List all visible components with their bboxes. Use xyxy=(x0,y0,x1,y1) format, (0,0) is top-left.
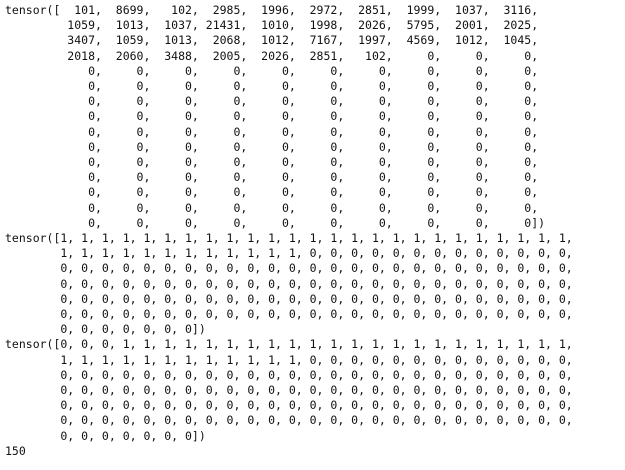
output-line: 0, 0, 0, 0, 0, 0, 0, 0, 0, 0, 0, 0, 0, 0… xyxy=(5,291,573,306)
output-line: 2018, 2060, 3488, 2005, 2026, 2851, 102,… xyxy=(5,48,539,63)
output-line: 0, 0, 0, 0, 0, 0, 0, 0, 0, 0, 0, 0, 0, 0… xyxy=(5,413,573,428)
output-line: tensor([1, 1, 1, 1, 1, 1, 1, 1, 1, 1, 1,… xyxy=(5,231,573,246)
output-line: 0, 0, 0, 0, 0, 0, 0, 0, 0, 0, xyxy=(5,139,539,154)
output-line: 0, 0, 0, 0, 0, 0, 0, 0, 0, 0, 0, 0, 0, 0… xyxy=(5,307,573,322)
output-line: 0, 0, 0, 0, 0, 0, 0, 0, 0, 0, xyxy=(5,124,539,139)
output-line: 0, 0, 0, 0, 0, 0, 0, 0, 0, 0, 0, 0, 0, 0… xyxy=(5,276,573,291)
output-line: 0, 0, 0, 0, 0, 0, 0]) xyxy=(5,322,206,337)
output-line: 0, 0, 0, 0, 0, 0, 0, 0, 0, 0, 0, 0, 0, 0… xyxy=(5,261,573,276)
output-line: 1059, 1013, 1037, 21431, 1010, 1998, 202… xyxy=(5,18,539,33)
output-line: 0, 0, 0, 0, 0, 0, 0, 0, 0, 0, 0, 0, 0, 0… xyxy=(5,398,573,413)
output-line: 1, 1, 1, 1, 1, 1, 1, 1, 1, 1, 1, 1, 0, 0… xyxy=(5,246,573,261)
output-line: 0, 0, 0, 0, 0, 0, 0, 0, 0, 0, xyxy=(5,200,539,215)
output-line: 0, 0, 0, 0, 0, 0, 0, 0, 0, 0, xyxy=(5,79,539,94)
output-line: 0, 0, 0, 0, 0, 0, 0]) xyxy=(5,428,206,443)
output-line: 0, 0, 0, 0, 0, 0, 0, 0, 0, 0, xyxy=(5,170,539,185)
output-line: 0, 0, 0, 0, 0, 0, 0, 0, 0, 0, xyxy=(5,94,539,109)
output-line: tensor([0, 0, 0, 1, 1, 1, 1, 1, 1, 1, 1,… xyxy=(5,337,573,352)
output-line: 0, 0, 0, 0, 0, 0, 0, 0, 0, 0, xyxy=(5,109,539,124)
console-output: tensor([ 101, 8699, 102, 2985, 1996, 297… xyxy=(5,3,573,458)
output-line: 3407, 1059, 1013, 2068, 1012, 7167, 1997… xyxy=(5,33,539,48)
output-line: 0, 0, 0, 0, 0, 0, 0, 0, 0, 0, xyxy=(5,185,539,200)
output-line: 0, 0, 0, 0, 0, 0, 0, 0, 0, 0, xyxy=(5,63,539,78)
output-line: 0, 0, 0, 0, 0, 0, 0, 0, 0, 0]) xyxy=(5,215,546,230)
output-line: 0, 0, 0, 0, 0, 0, 0, 0, 0, 0, 0, 0, 0, 0… xyxy=(5,367,573,382)
output-line: 0, 0, 0, 0, 0, 0, 0, 0, 0, 0, xyxy=(5,155,539,170)
output-line: 0, 0, 0, 0, 0, 0, 0, 0, 0, 0, 0, 0, 0, 0… xyxy=(5,383,573,398)
output-line: 150 xyxy=(5,443,26,458)
output-line: tensor([ 101, 8699, 102, 2985, 1996, 297… xyxy=(5,3,539,17)
output-line: 1, 1, 1, 1, 1, 1, 1, 1, 1, 1, 1, 1, 0, 0… xyxy=(5,352,573,367)
